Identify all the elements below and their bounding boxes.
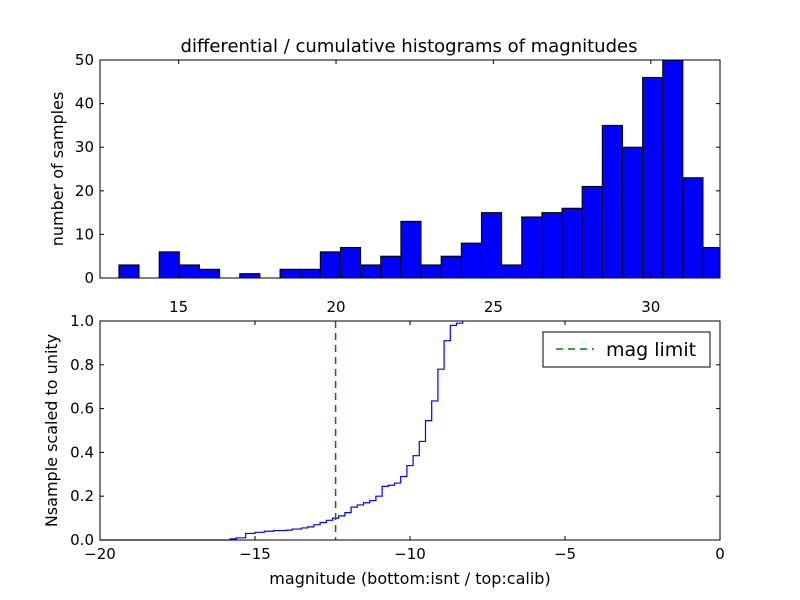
cumulative-step-line [100,321,464,541]
bottom-y-tick-label: 0.4 [70,443,94,461]
histogram-bar [158,251,180,279]
histogram-bar [319,251,341,279]
histogram-bar [682,177,704,279]
histogram-bar [380,255,402,279]
histogram-bar [178,264,200,279]
histogram-bar [621,146,644,279]
histogram-bar [400,220,422,279]
histogram-bar [581,185,603,279]
top-x-tick-label: 15 [169,298,188,316]
histogram-bar [460,242,482,279]
histogram-bar [198,268,221,279]
top-y-tick-label: 50 [75,51,94,69]
bottom-x-tick-label: −15 [239,545,271,563]
histogram-bar [420,264,442,279]
histogram-bar [662,59,684,279]
top-y-tick-label: 40 [75,95,94,113]
histogram-bar [541,212,563,279]
chart-title: differential / cumulative histograms of … [181,36,638,57]
top-y-tick-label: 0 [84,269,94,287]
histogram-bar [561,207,583,279]
top-histogram: 15 20 25 30 0 10 20 30 40 50 number of samples [48,51,721,316]
bottom-y-tick-label: 1.0 [70,312,94,330]
histogram-bar [702,246,721,279]
histogram-bars [118,59,721,279]
histogram-bar [339,246,362,279]
bottom-ticks: −20 −15 −10 −5 0 0.0 0.2 0.4 0.6 0.8 1.0 [70,312,725,563]
histogram-bar [642,76,664,279]
top-x-tick-label: 25 [484,298,503,316]
top-y-tick-label: 30 [75,138,94,156]
histogram-bar [480,212,503,279]
bottom-x-tick-label: −20 [84,545,116,563]
top-ticks: 15 20 25 30 0 10 20 30 40 50 [75,51,720,316]
bottom-y-tick-label: 0.2 [70,487,94,505]
histogram-bar [239,273,261,279]
bottom-y-tick-label: 0.6 [70,400,94,418]
histogram-bar [501,264,523,279]
histogram-bar [601,124,623,279]
histogram-bar [360,264,382,279]
bottom-x-tick-label: −5 [554,545,576,563]
top-axes-frame [99,59,721,279]
histogram-bar [299,268,321,279]
top-x-tick-label: 20 [326,298,345,316]
bottom-cumulative: −20 −15 −10 −5 0 0.0 0.2 0.4 0.6 0.8 1.0 Nsample s… [42,312,725,588]
histogram-bar [118,264,140,279]
bottom-y-axis-label: Nsample scaled to unity [42,334,61,527]
bottom-x-tick-label: 0 [715,545,725,563]
bottom-y-tick-label: 0.8 [70,356,94,374]
top-y-axis-label: number of samples [48,92,67,247]
legend-entry-mag-limit: mag limit [606,339,696,361]
histogram-bar [440,255,462,279]
bottom-y-tick-label: 0.0 [70,531,94,549]
bottom-x-axis-label: magnitude (bottom:isnt / top:calib) [269,569,550,588]
top-y-tick-label: 20 [75,182,94,200]
histogram-bar [521,216,543,279]
legend: mag limit [542,331,711,368]
top-x-tick-label: 30 [641,298,660,316]
histogram-bar [279,268,301,279]
bottom-x-tick-label: −10 [394,545,426,563]
top-y-tick-label: 10 [75,225,94,243]
